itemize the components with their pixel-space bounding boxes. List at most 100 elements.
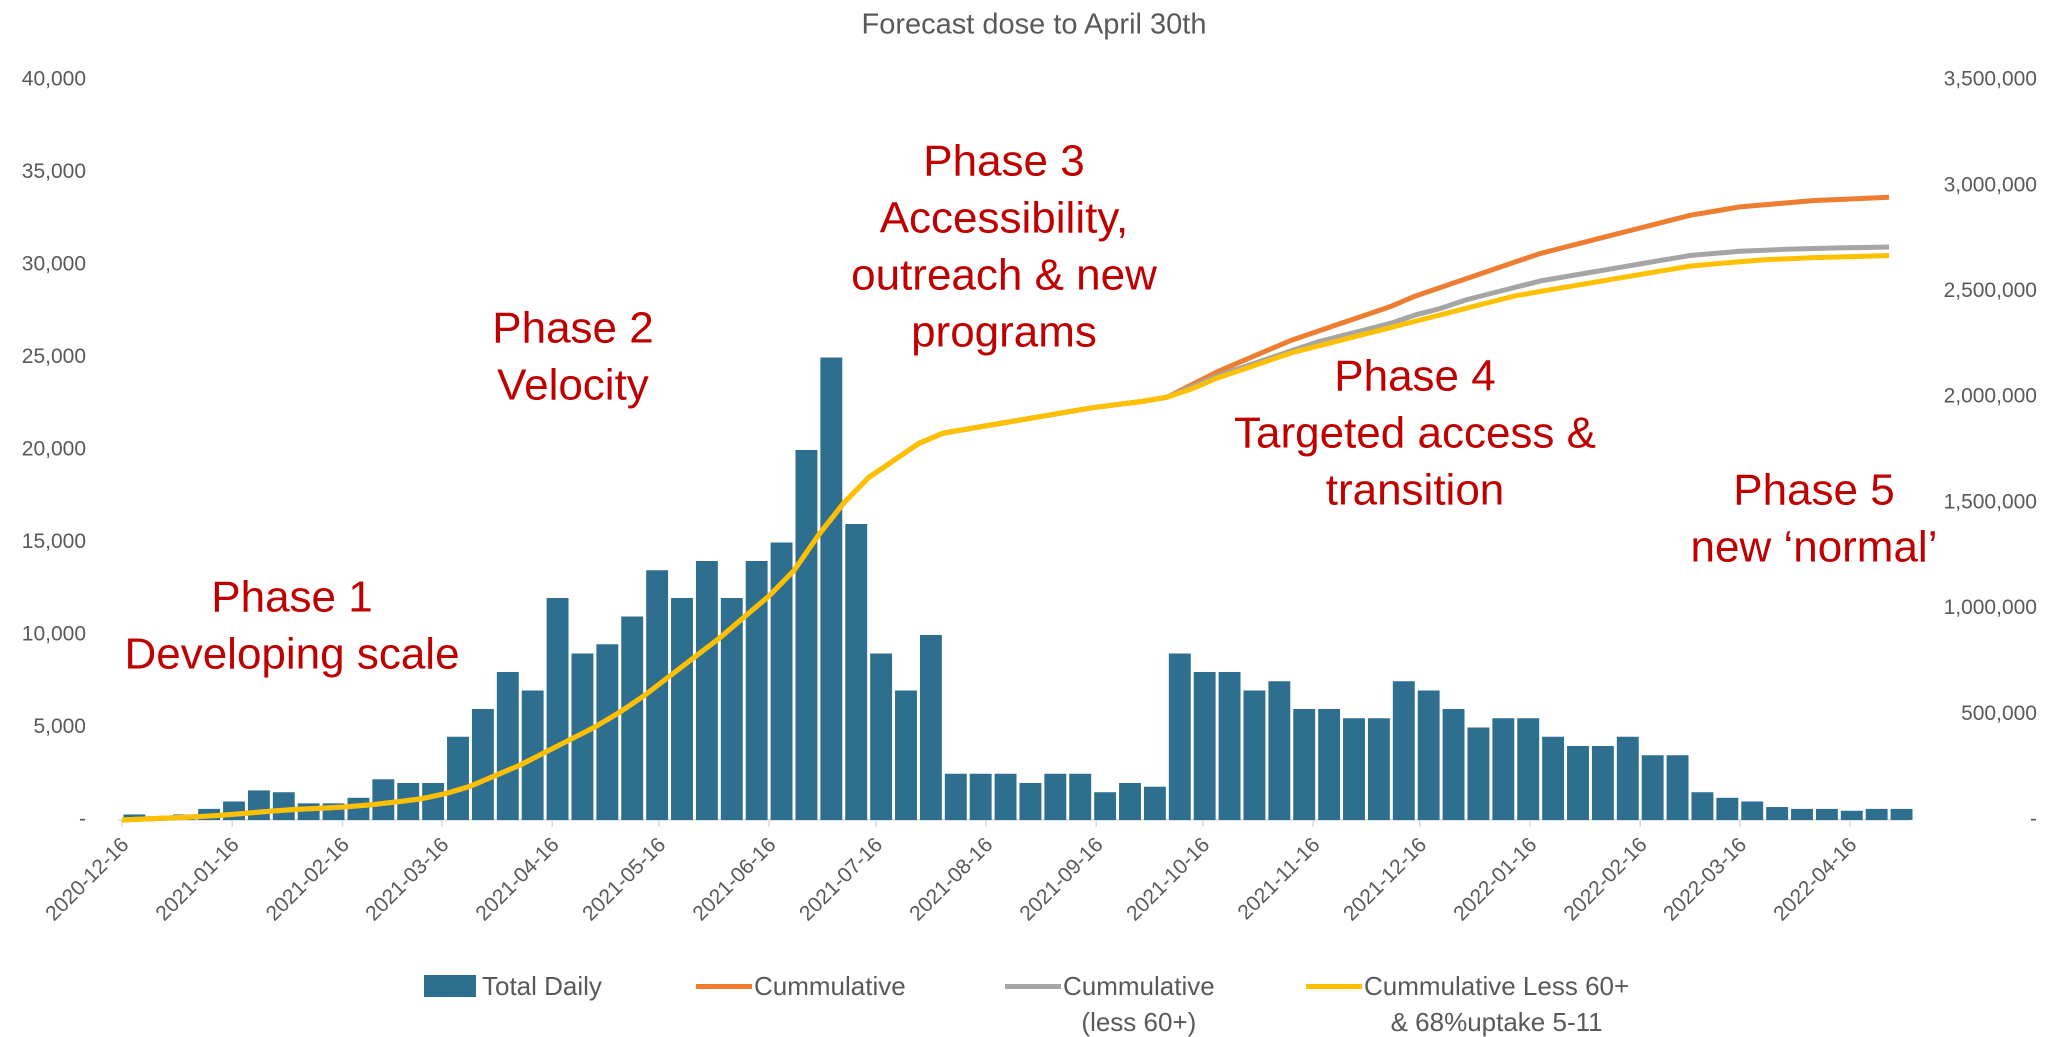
- y-tick-label: 10,000: [22, 623, 86, 646]
- legend-label: Cummulative: [754, 971, 906, 1001]
- bar: [795, 450, 818, 820]
- bar: [1766, 807, 1789, 820]
- y2-tick-label: 2,500,000: [1944, 279, 2037, 302]
- line: [121, 253, 1890, 823]
- x-tick-label: 2021-07-16: [795, 833, 887, 925]
- bar: [447, 736, 469, 820]
- y2-tick-label: 1,500,000: [1944, 490, 2037, 513]
- bar: [1417, 690, 1440, 820]
- y-tick-label: -: [79, 808, 86, 831]
- bar: [422, 783, 445, 820]
- phase-annotation: transition: [1326, 466, 1505, 515]
- legend: Total Daily Cummulative Cummulative (less …: [0, 968, 2069, 1037]
- bar: [1392, 681, 1415, 820]
- x-tick-label: 2021-04-16: [471, 833, 563, 925]
- bar: [1791, 808, 1813, 820]
- y2-tick-label: -: [2030, 808, 2037, 831]
- bar: [695, 561, 718, 820]
- bar: [1890, 808, 1913, 820]
- bar: [1367, 718, 1390, 820]
- x-tick-label: 2021-03-16: [361, 833, 453, 925]
- bar: [969, 773, 992, 820]
- y-tick-label: 40,000: [22, 68, 86, 91]
- phase-annotation: Phase 3: [923, 137, 1084, 186]
- y2-tick-label: 3,500,000: [1944, 68, 2037, 91]
- x-tick-label: 2021-10-16: [1122, 833, 1214, 925]
- x-tick-label: 2021-09-16: [1015, 833, 1107, 925]
- legend-item: Total Daily: [424, 968, 602, 1004]
- bar: [521, 690, 544, 820]
- y2-tick-label: 500,000: [1961, 702, 2037, 725]
- x-tick-label: 2022-03-16: [1659, 833, 1751, 925]
- bar: [1467, 727, 1490, 820]
- phase-annotation: programs: [911, 308, 1097, 357]
- bar: [471, 709, 494, 820]
- x-tick-label: 2020-12-16: [41, 833, 133, 925]
- bar: [1168, 653, 1191, 820]
- bar: [1218, 672, 1241, 820]
- y-tick-label: 30,000: [22, 253, 86, 276]
- bar: [745, 561, 768, 820]
- x-tick-label: 2022-04-16: [1769, 833, 1861, 925]
- phase-annotation: Accessibility,: [880, 194, 1129, 243]
- legend-label: Cummulative Less 60+ & 68%uptake 5-11: [1364, 971, 1630, 1037]
- bar: [247, 790, 270, 820]
- bar: [1069, 773, 1092, 820]
- x-tick-label: 2021-11-16: [1233, 833, 1324, 924]
- bar: [1193, 672, 1216, 820]
- bar: [1143, 786, 1166, 820]
- bar: [1641, 755, 1664, 820]
- bar: [1243, 690, 1266, 820]
- bar: [1442, 709, 1465, 820]
- bar: [720, 598, 743, 820]
- phase-annotation: Developing scale: [124, 630, 459, 679]
- legend-label: Total Daily: [482, 971, 602, 1001]
- legend-item: Cummulative (less 60+): [1005, 968, 1215, 1037]
- y2-tick-label: 3,000,000: [1944, 173, 2037, 196]
- bar: [297, 803, 320, 820]
- bar: [1492, 718, 1515, 820]
- bar: [1616, 736, 1639, 820]
- bar: [496, 672, 519, 820]
- y-tick-label: 15,000: [22, 530, 86, 553]
- phase-annotation: outreach & new: [851, 251, 1157, 300]
- bar: [770, 542, 793, 820]
- bar: [1815, 808, 1838, 820]
- bar: [845, 524, 868, 820]
- legend-label: Cummulative (less 60+): [1063, 971, 1215, 1037]
- bar: [1741, 801, 1764, 820]
- chart-title: Forecast dose to April 30th: [862, 9, 1207, 41]
- x-tick-label: 2022-01-16: [1449, 833, 1541, 925]
- phase-annotation: Phase 4: [1334, 352, 1495, 401]
- y-tick-label: 35,000: [22, 160, 86, 183]
- bar: [272, 792, 295, 820]
- bar: [1542, 736, 1565, 820]
- bar: [646, 570, 669, 820]
- bar: [1318, 709, 1341, 820]
- bar: [1716, 797, 1739, 820]
- x-tick-label: 2021-06-16: [688, 833, 780, 925]
- bar: [1666, 755, 1689, 820]
- legend-swatch: [424, 975, 476, 997]
- x-tick-label: 2021-08-16: [905, 833, 997, 925]
- bar: [1268, 681, 1291, 820]
- bar: [1094, 792, 1117, 820]
- phase-annotation: Phase 2: [492, 304, 653, 353]
- legend-item: Cummulative Less 60+ & 68%uptake 5-11: [1306, 968, 1629, 1037]
- bar: [944, 773, 967, 820]
- phase-annotation: Phase 5: [1733, 466, 1894, 515]
- y-tick-label: 25,000: [22, 345, 86, 368]
- x-tick-label: 2021-01-16: [151, 833, 243, 925]
- phase-annotation: new ‘normal’: [1691, 523, 1938, 572]
- x-tick-label: 2022-02-16: [1559, 833, 1651, 925]
- y2-tick-label: 1,000,000: [1944, 596, 2037, 619]
- bar: [1019, 783, 1042, 820]
- bar: [919, 635, 942, 820]
- legend-swatch: [1005, 984, 1061, 989]
- legend-swatch: [1306, 984, 1362, 989]
- y2-tick-label: 2,000,000: [1944, 385, 2037, 408]
- bar: [546, 598, 569, 820]
- bar: [1119, 783, 1141, 820]
- bar: [870, 653, 893, 820]
